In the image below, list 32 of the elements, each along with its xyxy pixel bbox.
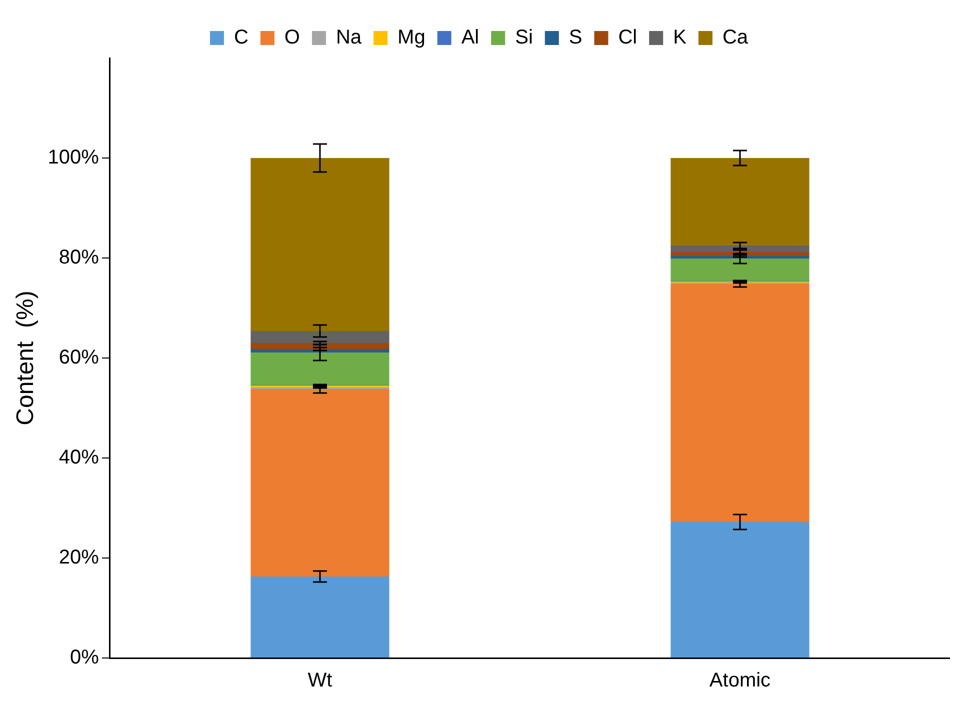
legend-label: Na [336, 26, 362, 49]
x-tick-label: Wt [308, 670, 333, 692]
bar [250, 576, 390, 658]
bar [670, 158, 810, 246]
legend-label: Cl [618, 26, 638, 49]
bar [250, 343, 390, 349]
y-axis-title: Content (%) [12, 290, 40, 426]
legend-label: Al [461, 26, 480, 49]
bar [250, 352, 390, 385]
bar [670, 246, 810, 252]
legend-label: S [568, 26, 582, 49]
y-tick-label: 100% [48, 146, 100, 169]
y-tick-label: 60% [58, 346, 100, 369]
legend-label: Si [515, 26, 533, 49]
y-tick-label: 40% [58, 446, 100, 469]
y-tick-label: 0% [70, 646, 100, 669]
bar [670, 258, 810, 281]
y-tick-label: 80% [58, 246, 100, 269]
legend-label: Mg [398, 26, 426, 49]
x-tick-label: Atomic [709, 670, 771, 692]
legend-label: K [673, 26, 688, 49]
bar [250, 158, 390, 331]
bar [670, 284, 810, 522]
bar [670, 522, 810, 658]
bar [250, 331, 390, 343]
bar [250, 349, 390, 352]
legend-label: Ca [722, 26, 749, 49]
legend-label: C [234, 26, 248, 49]
legend-label: O [284, 26, 300, 49]
y-tick-label: 20% [58, 546, 100, 569]
bar [670, 252, 810, 256]
bar [250, 389, 390, 576]
